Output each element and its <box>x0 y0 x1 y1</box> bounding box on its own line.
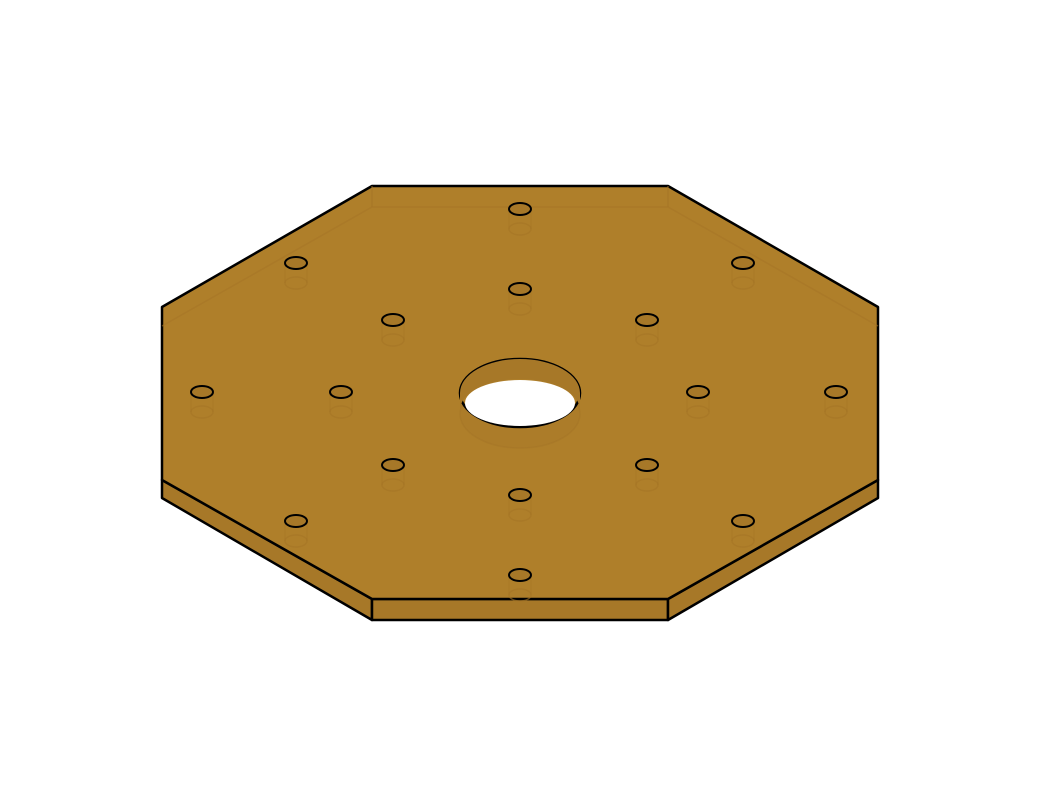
bolt-hole-top <box>382 314 404 326</box>
bolt-hole-top <box>732 257 754 269</box>
center-bore-through <box>465 380 575 426</box>
center-bore <box>460 359 580 448</box>
bolt-hole-top <box>509 203 531 215</box>
bolt-hole-top <box>285 515 307 527</box>
bolt-hole-top <box>687 386 709 398</box>
bolt-hole-top <box>636 314 658 326</box>
bolt-hole-top <box>732 515 754 527</box>
bolt-hole-top <box>509 283 531 295</box>
bolt-hole-top <box>330 386 352 398</box>
bolt-hole-top <box>825 386 847 398</box>
octagonal-plate <box>162 186 878 620</box>
bolt-hole-top <box>191 386 213 398</box>
bolt-hole-top <box>285 257 307 269</box>
plate-side-front <box>372 599 668 620</box>
bolt-hole-top <box>636 459 658 471</box>
bolt-hole-top <box>509 569 531 581</box>
bolt-hole-top <box>382 459 404 471</box>
bolt-hole-top <box>509 489 531 501</box>
